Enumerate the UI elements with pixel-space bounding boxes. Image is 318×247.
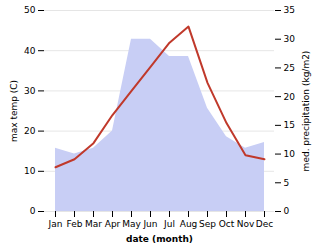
svg-text:Mar: Mar [85,219,102,229]
svg-text:Jul: Jul [163,219,175,229]
svg-text:0: 0 [284,206,290,216]
svg-text:Aug: Aug [180,219,198,229]
svg-text:50: 50 [24,5,36,15]
svg-text:Dec: Dec [256,219,273,229]
svg-text:Jun: Jun [142,219,157,229]
svg-text:20: 20 [284,92,296,102]
svg-text:35: 35 [284,5,295,15]
svg-text:10: 10 [24,166,36,176]
svg-text:Oct: Oct [219,219,235,229]
svg-text:date (month): date (month) [126,234,193,244]
svg-text:max temp (C): max temp (C) [9,80,19,142]
svg-text:5: 5 [284,178,290,188]
svg-text:Jan: Jan [48,219,63,229]
svg-text:30: 30 [24,86,36,96]
svg-text:Sep: Sep [199,219,216,229]
svg-text:May: May [122,219,141,229]
svg-text:Apr: Apr [105,219,121,229]
svg-text:30: 30 [284,34,296,44]
svg-text:20: 20 [24,126,36,136]
svg-text:Feb: Feb [67,219,83,229]
svg-text:med. precipitation (kg/m2): med. precipitation (kg/m2) [301,51,311,172]
svg-text:15: 15 [284,120,295,130]
svg-text:10: 10 [284,149,296,159]
svg-text:40: 40 [24,46,36,56]
svg-text:Nov: Nov [237,219,255,229]
svg-text:0: 0 [30,206,36,216]
svg-text:25: 25 [284,63,295,73]
